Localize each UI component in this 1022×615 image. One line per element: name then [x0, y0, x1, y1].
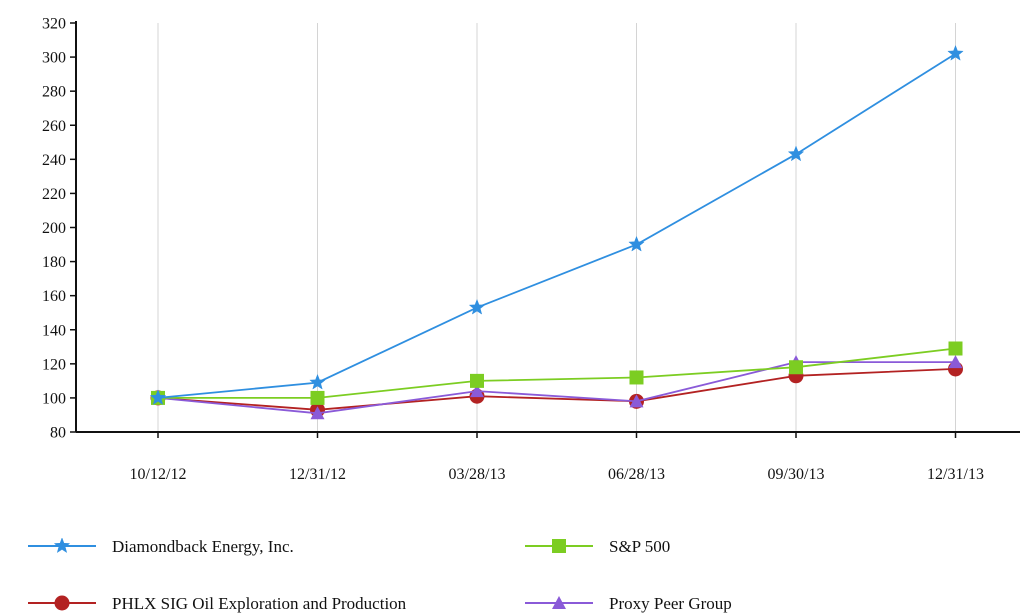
legend-marker — [54, 595, 70, 611]
legend-label: Diamondback Energy, Inc. — [112, 537, 294, 556]
legend-item: Proxy Peer Group — [525, 594, 732, 613]
data-point — [149, 389, 167, 405]
y-tick-label: 220 — [42, 186, 66, 203]
data-point — [789, 360, 803, 375]
series-line — [157, 52, 956, 399]
data-point — [470, 384, 484, 398]
legend: Diamondback Energy, Inc. S&P 500 PHLX SIG … — [28, 537, 732, 613]
data-point — [310, 406, 325, 420]
x-tick-label: 12/31/12 — [289, 466, 346, 483]
data-point — [628, 235, 645, 252]
series-star — [149, 44, 964, 405]
data-point — [309, 373, 326, 390]
x-tick-label: 10/12/12 — [130, 466, 187, 483]
legend-item: Diamondback Energy, Inc. — [28, 537, 294, 556]
legend-marker — [552, 539, 566, 553]
legend-item: PHLX SIG Oil Exploration and Production — [28, 594, 407, 613]
legend-label: S&P 500 — [609, 537, 670, 556]
x-tick-label: 12/31/13 — [927, 466, 984, 483]
series-lines — [149, 44, 964, 420]
y-tick-label: 320 — [42, 16, 66, 33]
y-tick-label: 180 — [42, 254, 66, 271]
x-tick-label: 03/28/13 — [449, 466, 506, 483]
data-point — [947, 44, 964, 61]
data-point — [787, 145, 805, 162]
y-tick-label: 140 — [42, 322, 66, 339]
data-point — [468, 298, 486, 315]
y-tick-label: 100 — [42, 390, 66, 407]
data-point — [629, 370, 644, 385]
y-tick-label: 160 — [42, 288, 66, 305]
data-point — [310, 390, 325, 405]
y-tick-label: 260 — [42, 118, 66, 135]
legend-marker — [552, 596, 566, 609]
series-line — [157, 368, 956, 411]
data-point — [948, 341, 963, 356]
y-tick-label: 280 — [42, 84, 66, 101]
y-tick-label: 200 — [42, 220, 66, 237]
legend-label: PHLX SIG Oil Exploration and Production — [112, 594, 407, 613]
x-tick-label: 09/30/13 — [768, 466, 825, 483]
legend-label: Proxy Peer Group — [609, 594, 732, 613]
legend-item: S&P 500 — [525, 537, 670, 556]
series-line — [158, 347, 956, 399]
y-tick-label: 240 — [42, 152, 66, 169]
x-tick-label: 06/28/13 — [608, 466, 665, 483]
axes: 80 100 120 140 160 180 200 220 240 260 280 300 320 10… — [42, 16, 1020, 483]
legend-marker — [53, 537, 71, 554]
series-line — [157, 361, 956, 415]
y-tick-label: 300 — [42, 50, 66, 67]
data-point — [948, 355, 963, 369]
grid — [157, 23, 956, 432]
data-point — [470, 373, 484, 388]
y-tick-label: 80 — [50, 425, 66, 442]
data-point — [629, 394, 644, 408]
y-tick-label: 120 — [42, 356, 66, 373]
